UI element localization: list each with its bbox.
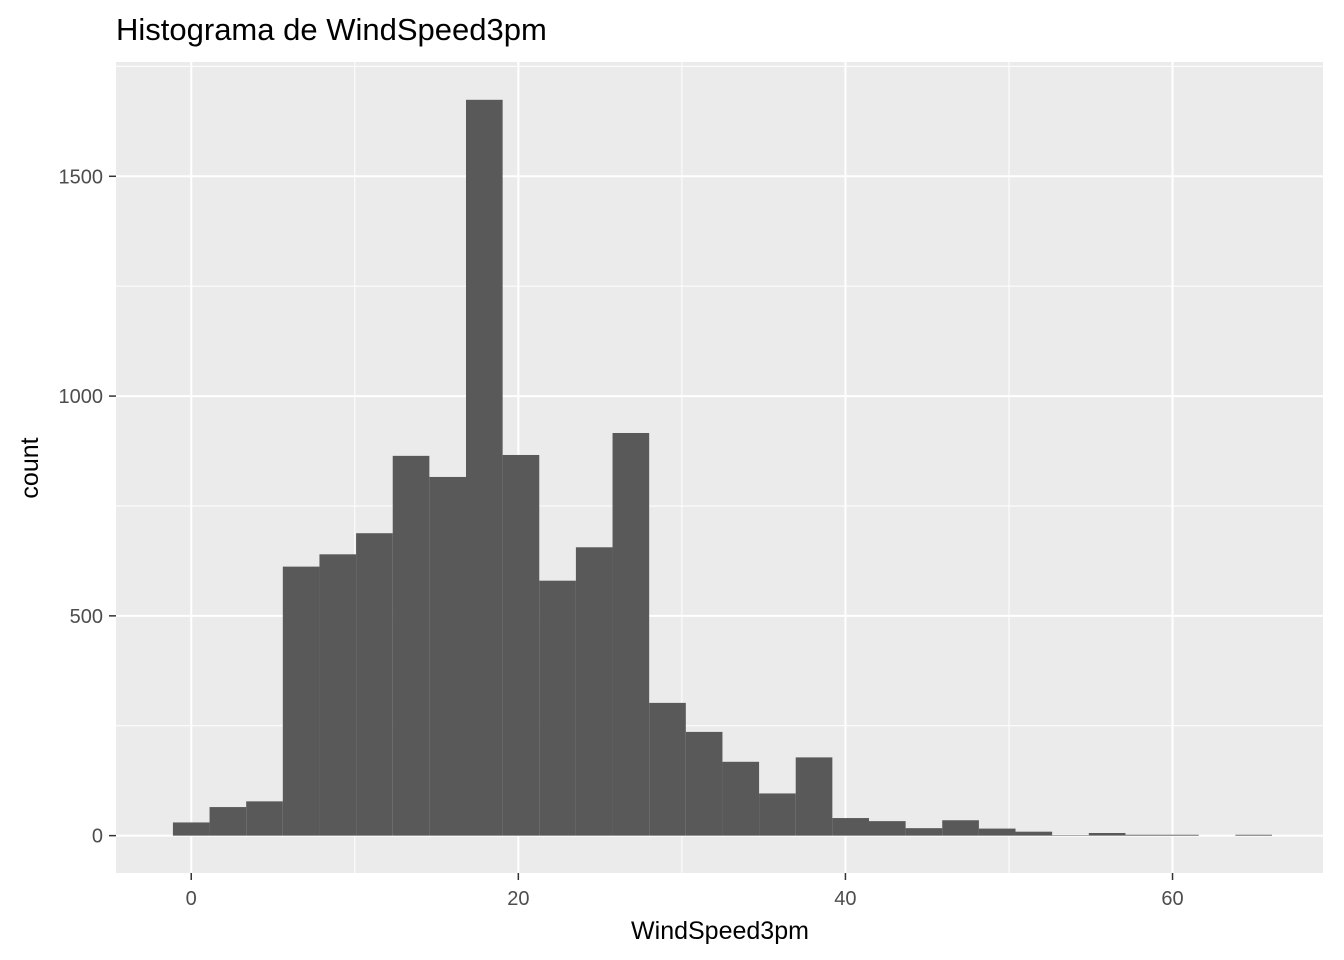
histogram-bar (978, 828, 1016, 836)
x-tick-label: 60 (1161, 888, 1183, 910)
chart-title: Histograma de WindSpeed3pm (116, 12, 547, 47)
histogram-bar (1235, 834, 1272, 836)
histogram-bar (868, 821, 906, 836)
histogram-bar (905, 828, 943, 836)
histogram-bar (722, 761, 760, 836)
histogram-bar (356, 533, 393, 836)
histogram-bar (502, 454, 540, 836)
x-tick-label: 40 (834, 888, 856, 910)
histogram-bar (1052, 835, 1089, 836)
histogram-bar (246, 801, 283, 836)
histogram-bar (832, 818, 869, 836)
histogram-bar (1015, 831, 1053, 836)
histogram-bar (685, 731, 723, 836)
y-axis-title: count (16, 437, 44, 498)
histogram-bar (209, 807, 247, 836)
histogram-bar (1125, 834, 1163, 836)
histogram-bars (172, 99, 1272, 836)
histogram-bar (575, 547, 613, 836)
y-axis: 0 500 1000 1500 (59, 166, 116, 848)
histogram-bar (429, 476, 466, 836)
histogram-bar (612, 432, 650, 836)
y-tick-label: 1500 (59, 166, 104, 188)
histogram-bar (319, 554, 357, 836)
y-tick-label: 1000 (59, 386, 104, 408)
histogram-bar (282, 566, 320, 836)
histogram-bar (759, 793, 796, 836)
histogram-bar (539, 580, 576, 836)
histogram-bar (172, 822, 210, 836)
histogram-bar (795, 757, 833, 836)
x-axis: 0 20 40 60 (186, 873, 1184, 910)
histogram-bar (649, 702, 686, 836)
histogram-bar (465, 99, 503, 836)
y-tick-label: 0 (92, 826, 103, 848)
x-tick-label: 0 (186, 888, 197, 910)
y-tick-label: 500 (70, 606, 103, 628)
histogram-bar (942, 820, 979, 836)
x-axis-title: WindSpeed3pm (631, 917, 809, 945)
histogram-bar (392, 455, 430, 836)
histogram-bar (1162, 834, 1199, 836)
histogram-bar (1088, 832, 1126, 836)
x-tick-label: 20 (507, 888, 529, 910)
